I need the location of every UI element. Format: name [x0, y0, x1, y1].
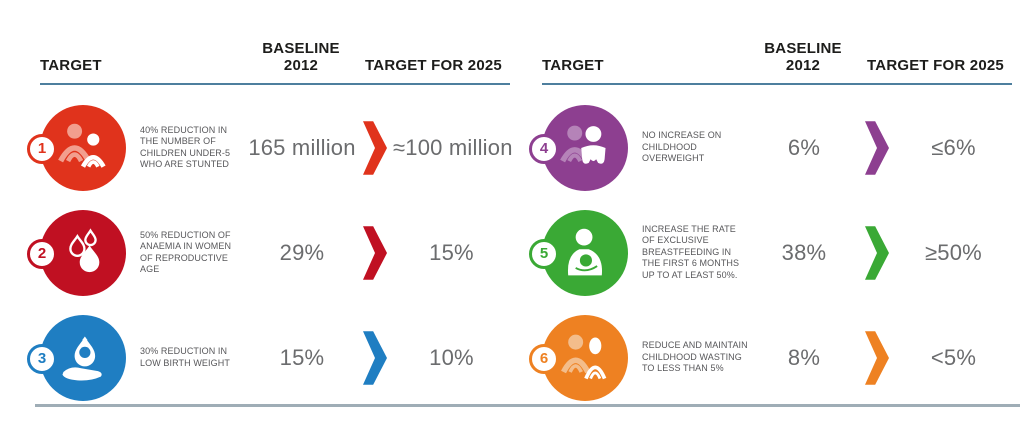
- arrow-right-icon: [859, 330, 895, 385]
- target-2025-value: <5%: [930, 344, 977, 370]
- target-5-icon-wrap: 5: [529, 209, 628, 296]
- baseline-value: 8%: [787, 344, 821, 370]
- baseline-value: 6%: [787, 134, 821, 160]
- table-row: 3 30% REDUCTION IN LOW BIRTH WEIGHT 15% …: [27, 305, 510, 410]
- target-2025-value: 10%: [429, 344, 474, 370]
- targets-section-right: TARGET BASELINE 2012 TARGET FOR 2025: [529, 40, 1012, 410]
- arrow-right-icon: [859, 225, 895, 280]
- target-4-icon-wrap: 4: [529, 104, 628, 191]
- baseline-value: 15%: [279, 344, 325, 370]
- target-description: 40% REDUCTION IN THE NUMBER OF CHILDREN …: [140, 124, 231, 170]
- target-2025-value: ≈100 million: [393, 134, 513, 160]
- table-header-left: TARGET BASELINE 2012 TARGET FOR 2025: [40, 40, 510, 85]
- target-2025-value: 15%: [429, 239, 474, 265]
- target-2025-value: ≤6%: [931, 134, 976, 160]
- target-number-badge: 3: [27, 343, 57, 374]
- rows-left: 1 40% REDUCTION IN THE NUMBER OF CHILDRE…: [27, 95, 513, 410]
- target-2025-value: ≥50%: [925, 239, 982, 265]
- blood-drops-icon: [40, 209, 126, 296]
- target-description: NO INCREASE ON CHILDHOOD OVERWEIGHT: [642, 130, 722, 164]
- target-number-badge: 5: [529, 238, 559, 269]
- target-description: 50% REDUCTION OF ANAEMIA IN WOMEN OF REP…: [140, 229, 232, 275]
- baseline-value: 165 million: [248, 134, 356, 160]
- table-row: 2 50% REDUCTION OF ANAEMIA IN WOMEN OF R…: [27, 200, 510, 305]
- arrow-right-icon: [357, 225, 393, 280]
- targets-section-left: TARGET BASELINE 2012 TARGET FOR 2025: [27, 40, 513, 410]
- target-6-icon-wrap: 6: [529, 314, 628, 401]
- baseline-value: 38%: [781, 239, 827, 265]
- table-row: 1 40% REDUCTION IN THE NUMBER OF CHILDRE…: [27, 95, 513, 200]
- target-description: REDUCE AND MAINTAIN CHILDHOOD WASTING TO…: [642, 340, 748, 374]
- table-header-right: TARGET BASELINE 2012 TARGET FOR 2025: [542, 40, 1012, 85]
- table-row: 6 REDUCE AND MAINTAIN CHILDHOOD WASTING …: [529, 305, 1012, 410]
- bottom-divider: [35, 404, 1020, 407]
- arrow-right-icon: [357, 120, 393, 175]
- column-header-target: TARGET: [40, 57, 102, 74]
- target-number-badge: 2: [27, 238, 57, 269]
- arrow-right-icon: [357, 330, 393, 385]
- target-2-icon-wrap: 2: [27, 209, 126, 296]
- target-description: 30% REDUCTION IN LOW BIRTH WEIGHT: [140, 346, 230, 368]
- column-header-target-2025: TARGET FOR 2025: [867, 57, 1004, 74]
- arrow-right-icon: [859, 120, 895, 175]
- target-number-badge: 1: [27, 133, 57, 164]
- baseline-value: 29%: [279, 239, 325, 265]
- rows-right: 4 NO INCREASE ON CHILDHOOD OVERWEIGHT 6%…: [529, 95, 1012, 410]
- column-header-baseline: BASELINE 2012: [262, 40, 340, 74]
- target-number-badge: 4: [529, 133, 559, 164]
- table-row: 4 NO INCREASE ON CHILDHOOD OVERWEIGHT 6%…: [529, 95, 1012, 200]
- column-header-target-2025: TARGET FOR 2025: [365, 57, 502, 74]
- target-3-icon-wrap: 3: [27, 314, 126, 401]
- table-row: 5 INCREASE THE RATE OF EXCLUSIVE BREASTF…: [529, 200, 1012, 305]
- target-number-badge: 6: [529, 343, 559, 374]
- target-1-icon-wrap: 1: [27, 104, 126, 191]
- column-header-baseline: BASELINE 2012: [764, 40, 842, 74]
- targets-board: TARGET BASELINE 2012 TARGET FOR 2025: [27, 40, 1012, 410]
- column-header-target: TARGET: [542, 57, 604, 74]
- target-description: INCREASE THE RATE OF EXCLUSIVE BREASTFEE…: [642, 223, 740, 280]
